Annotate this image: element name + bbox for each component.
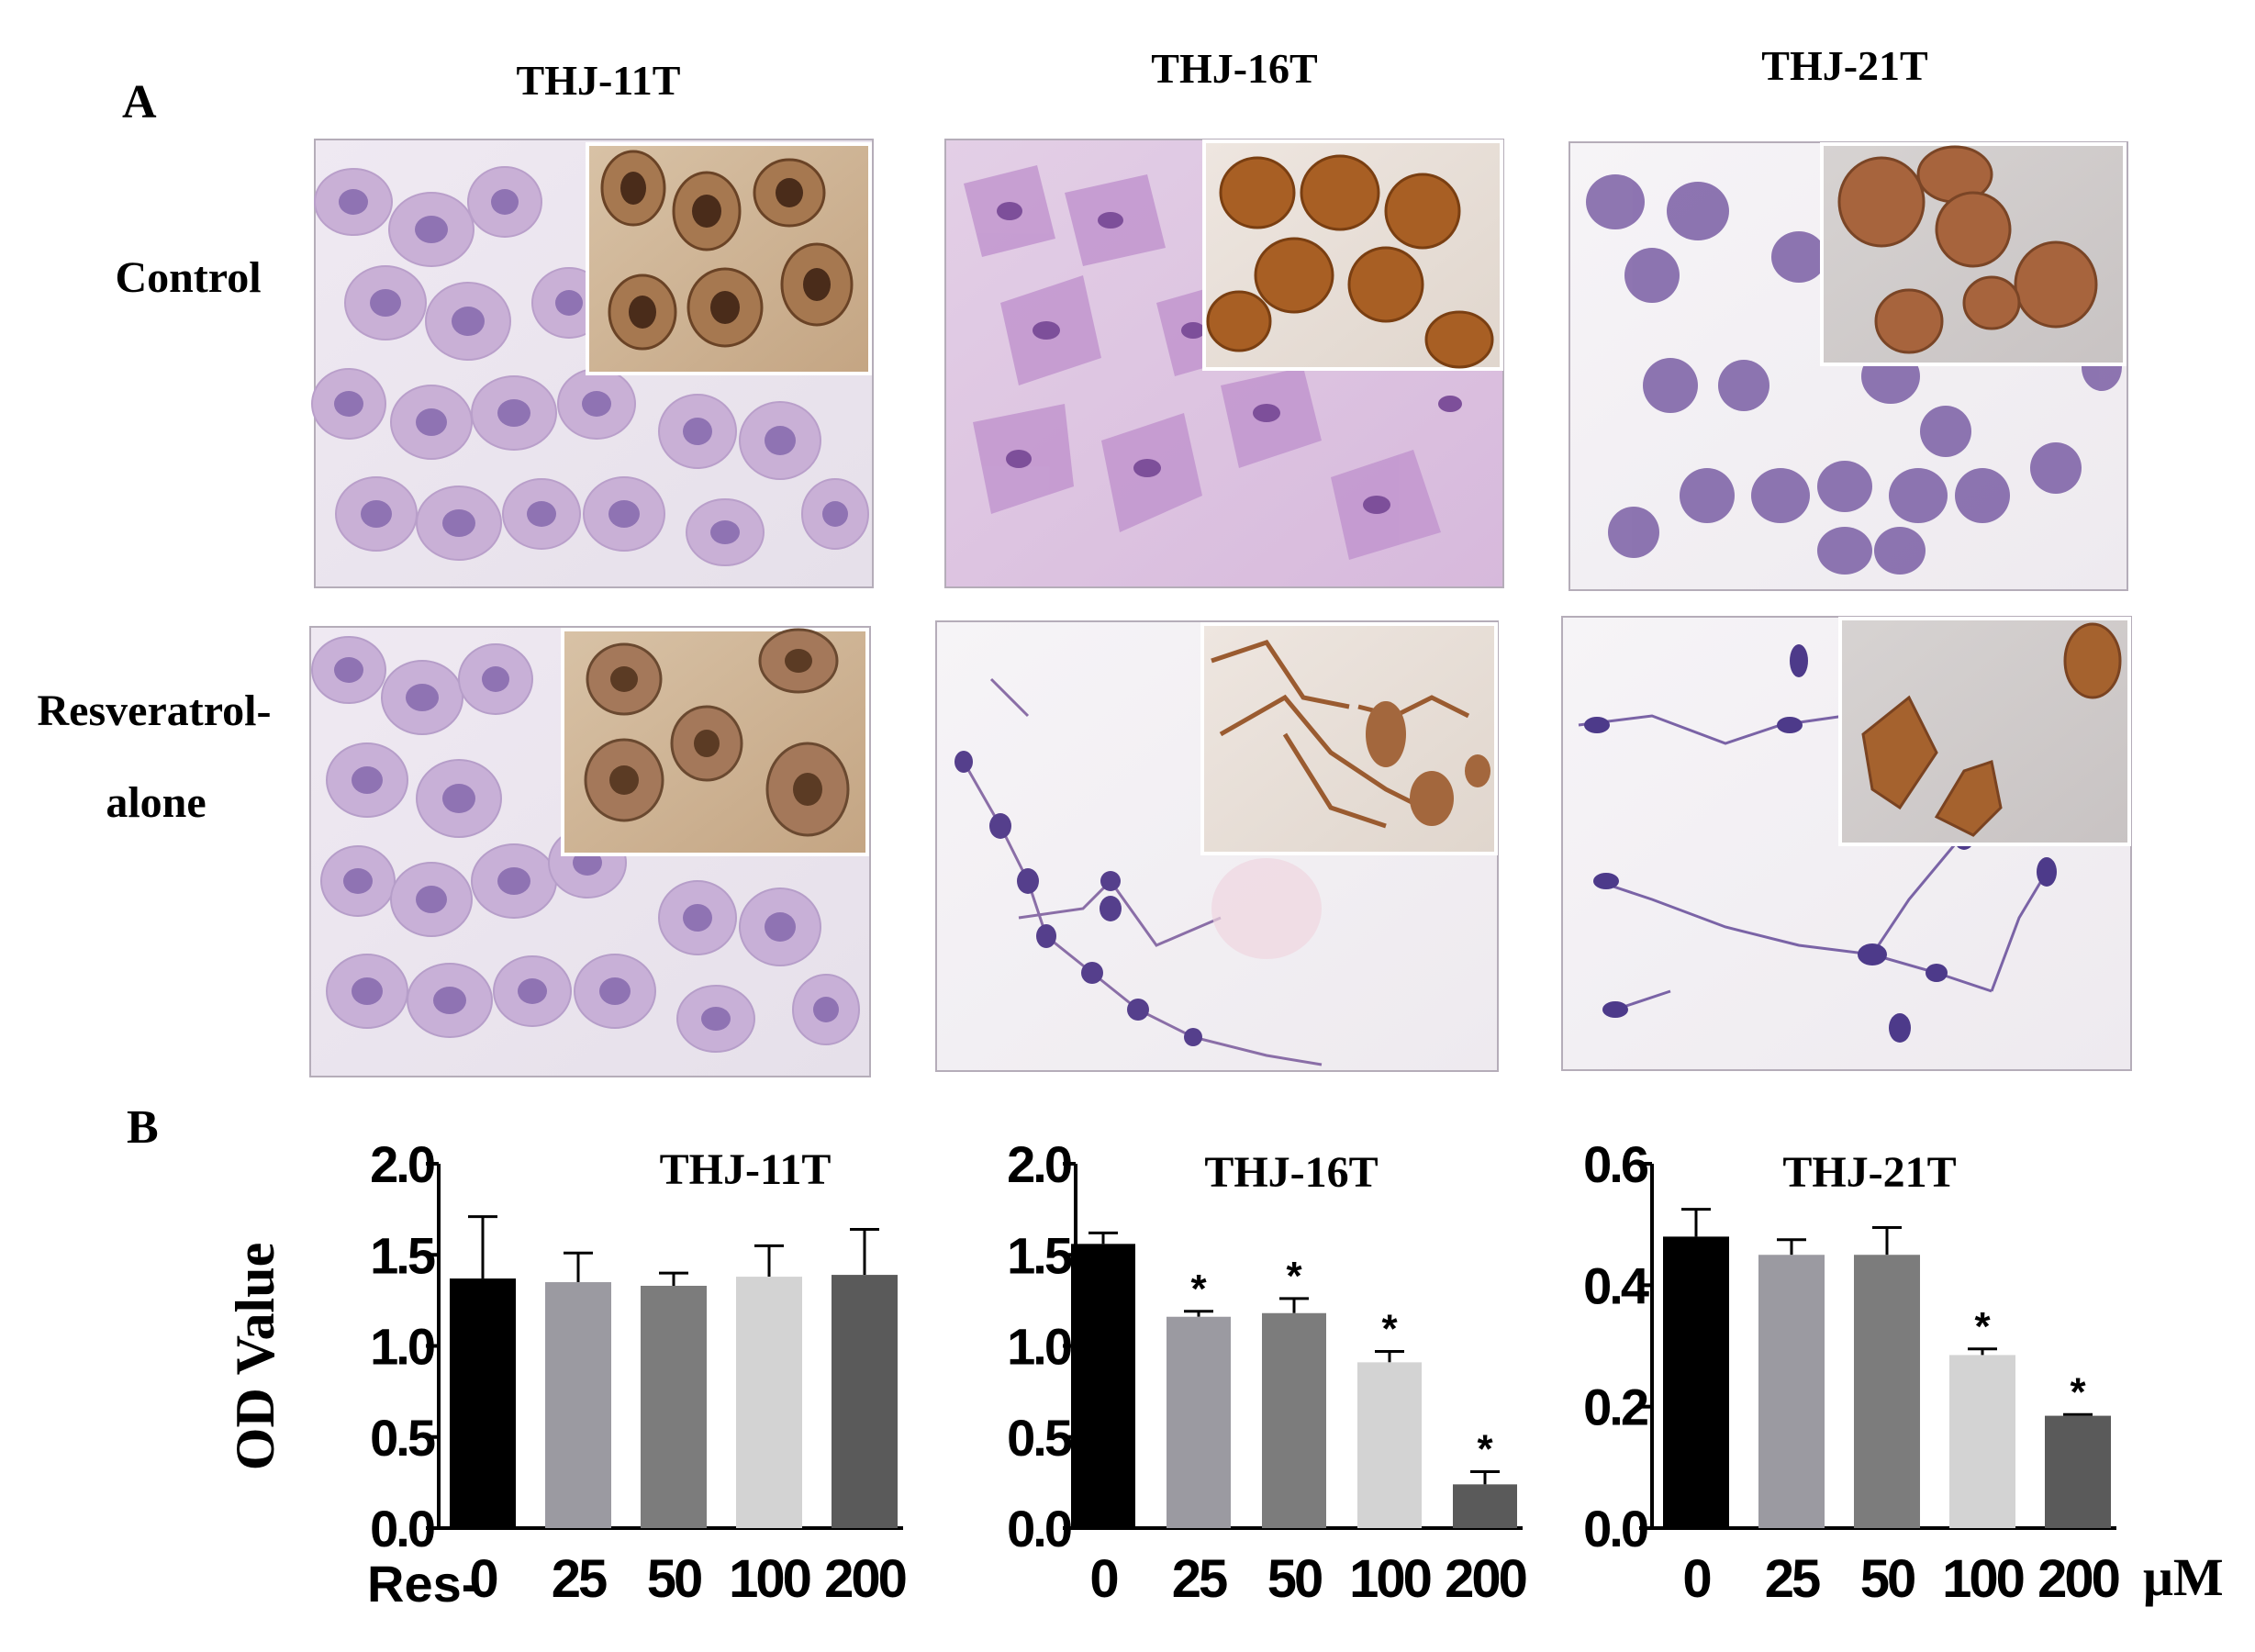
significance-star: *	[2070, 1369, 2086, 1414]
significance-star: *	[1974, 1304, 1991, 1349]
y-tick-label: 0.5	[1007, 1409, 1072, 1467]
bar	[1167, 1316, 1231, 1528]
y-tick-label: 0.0	[1583, 1500, 1647, 1557]
y-tick-label: 0.2	[1583, 1379, 1647, 1436]
bar	[545, 1282, 611, 1528]
x-tick-label: 25	[552, 1549, 607, 1609]
unit-label: μM	[2143, 1547, 2224, 1607]
chart-title: THJ-16T	[1204, 1148, 1378, 1197]
y-tick-label: 0.0	[370, 1500, 434, 1557]
panel-a-letter: A	[122, 76, 157, 128]
significance-star: *	[1286, 1254, 1302, 1299]
x-tick-label: 25	[1765, 1549, 1820, 1609]
micrograph-thj-11t-control	[311, 139, 874, 588]
x-tick-label: 100	[1349, 1549, 1431, 1609]
micrograph-thj-11t-resveratrol	[309, 626, 871, 1077]
significance-star: *	[1381, 1306, 1398, 1351]
y-tick-label: 0.4	[1583, 1256, 1649, 1314]
y-tick-label: 1.5	[1007, 1226, 1072, 1284]
micrograph-thj-16t-resveratrol	[935, 620, 1499, 1072]
x-tick-label: 50	[1860, 1549, 1915, 1609]
bar-chart-thj-16t: THJ-16T 0.0 0.5 1.0 1.5 2.0 0 * 25 * 50 * 100 * 200	[1007, 1135, 1528, 1609]
y-axis-label: OD Value	[225, 1243, 285, 1470]
x-tick-label: 200	[2037, 1549, 2119, 1609]
y-tick-label: 0.5	[370, 1409, 435, 1467]
x-tick-label: 0	[1089, 1549, 1117, 1609]
bar	[1357, 1362, 1422, 1528]
bar	[641, 1285, 707, 1528]
bar	[832, 1275, 898, 1528]
x-tick-label: 50	[647, 1549, 701, 1609]
bar	[1663, 1236, 1729, 1528]
bar-chart-thj-21t: THJ-21T 0.0 0.2 0.4 0.6 0 25 50 * 100 * 200	[1583, 1135, 2121, 1609]
bar	[1262, 1312, 1326, 1528]
bar	[1949, 1355, 2015, 1528]
column-header-thj-21t: THJ-21T	[1761, 42, 1927, 89]
y-tick-label: 0.6	[1583, 1135, 1648, 1193]
bar	[736, 1277, 802, 1528]
bar	[1453, 1484, 1517, 1528]
y-tick-label: 2.0	[1007, 1135, 1071, 1193]
panel-b-letter: B	[127, 1101, 159, 1154]
x-tick-label: 25	[1172, 1549, 1227, 1609]
micrograph-thj-21t-control	[1568, 141, 2128, 591]
row-label-resveratrol-line2: alone	[106, 778, 206, 827]
row-label-control: Control	[115, 253, 261, 302]
column-header-thj-11t: THJ-11T	[517, 57, 681, 104]
res-prefix-label: Res-	[367, 1555, 478, 1613]
bar	[450, 1278, 516, 1528]
x-tick-label: 50	[1267, 1549, 1322, 1609]
y-tick-label: 1.0	[1007, 1318, 1071, 1376]
chart-title: THJ-11T	[660, 1145, 832, 1194]
micrograph-thj-16t-control	[944, 139, 1504, 588]
significance-star: *	[1477, 1426, 1493, 1471]
panel-a: A THJ-11T THJ-16T THJ-21T Control Resver…	[38, 42, 2132, 1077]
y-tick-label: 1.5	[370, 1226, 435, 1284]
micrograph-thj-21t-resveratrol	[1561, 616, 2132, 1071]
column-header-thj-16t: THJ-16T	[1151, 45, 1317, 92]
significance-star: *	[1190, 1267, 1207, 1312]
x-tick-label: 0	[469, 1549, 497, 1609]
y-tick-label: 0.0	[1007, 1500, 1071, 1557]
x-tick-label: 200	[1445, 1549, 1526, 1609]
bar	[1758, 1255, 1825, 1528]
panel-b: B OD Value Res- μM THJ-11T 0.0 0.5 1.0 1.5 2.…	[127, 1101, 2224, 1613]
x-tick-label: 0	[1682, 1549, 1710, 1609]
x-tick-label: 100	[729, 1549, 810, 1609]
bar	[1854, 1255, 1920, 1528]
bar	[2045, 1415, 2111, 1528]
chart-title: THJ-21T	[1782, 1148, 1956, 1197]
bar	[1071, 1244, 1135, 1528]
y-tick-label: 1.0	[370, 1318, 434, 1376]
row-label-resveratrol-line1: Resveratrol-	[38, 686, 272, 735]
x-tick-label: 100	[1942, 1549, 2024, 1609]
bar-chart-thj-11t: THJ-11T 0.0 0.5 1.0 1.5 2.0 0 25 50 100 200	[370, 1135, 908, 1609]
x-tick-label: 200	[824, 1549, 906, 1609]
y-tick-label: 2.0	[370, 1135, 434, 1193]
